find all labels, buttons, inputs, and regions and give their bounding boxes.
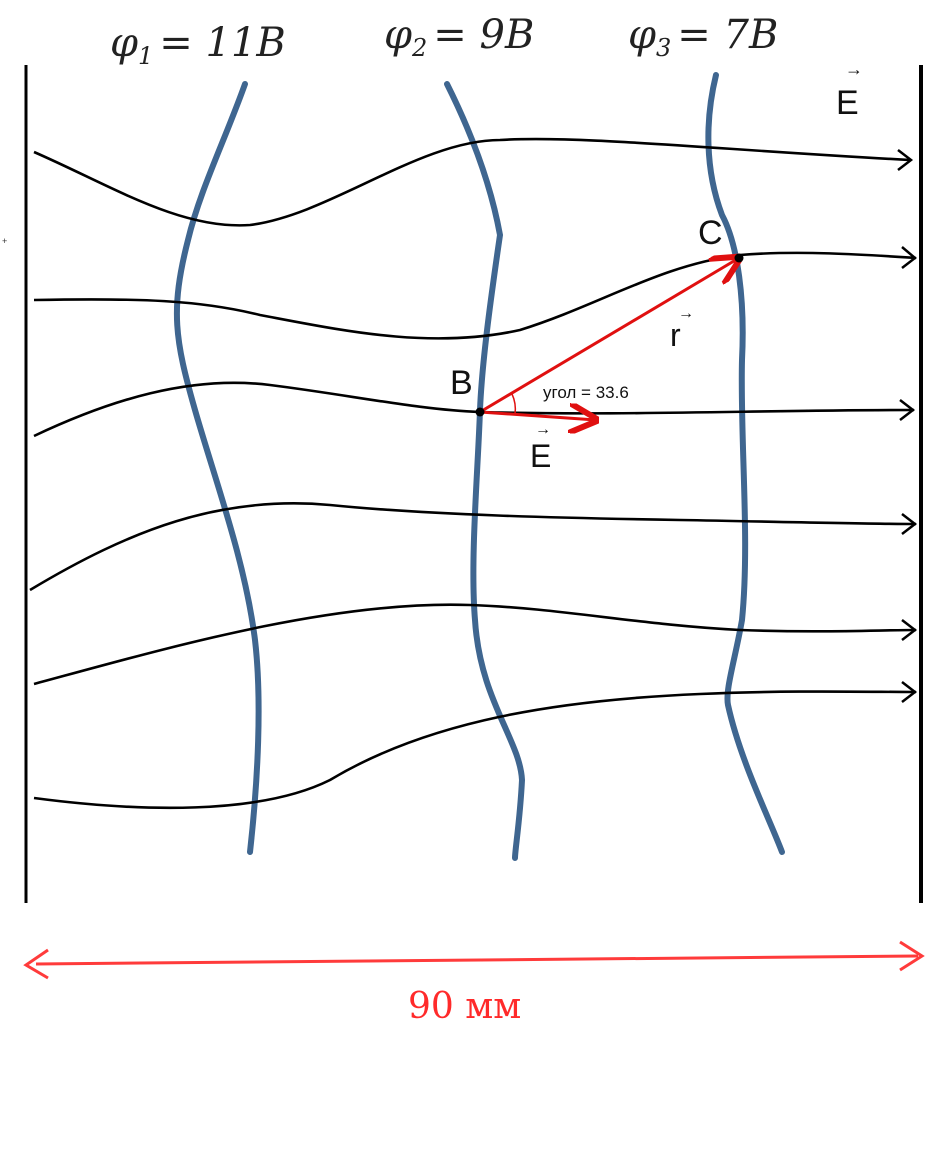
field-line-arrow-6 (901, 681, 918, 703)
vector-E (479, 412, 596, 420)
equipotential-line-1 (173, 81, 262, 855)
point-B-label: B (450, 364, 473, 402)
field-line-5 (33, 603, 917, 686)
field-line-6 (33, 690, 917, 810)
field-vector-label-top: → E (836, 59, 863, 122)
dimension-label: 90 мм (408, 986, 521, 1027)
field-line-arrow-5 (901, 619, 918, 641)
point-C-label: C (698, 214, 723, 252)
potential-label-3: φ3 = 7B (628, 12, 778, 62)
field-line-arrow-2 (901, 246, 917, 269)
svg-text:E: E (530, 438, 551, 474)
point-B (475, 407, 485, 417)
equipotential-line-2 (444, 81, 526, 861)
vector-r-label: → r (670, 305, 694, 353)
dimension-arrow (35, 954, 919, 966)
field-line-arrow-1 (897, 149, 914, 171)
angle-label: угол = 33.6 (543, 383, 629, 402)
angle-arc (511, 393, 517, 415)
field-line-1 (33, 137, 911, 227)
field-line-2 (33, 251, 917, 340)
field-line-3 (33, 381, 915, 438)
vector-r (479, 258, 739, 414)
point-C (734, 253, 744, 263)
vector-arrow-icon: → (845, 59, 863, 79)
vector-arrow-icon: → (535, 421, 551, 438)
dimension-arrowhead-right (899, 940, 925, 972)
field-line-arrow-4 (901, 513, 918, 535)
svg-text:r: r (670, 317, 681, 353)
field-line-arrow-3 (899, 399, 916, 421)
potential-label-2: φ2 = 9B (384, 12, 534, 62)
dimension-arrowhead-left (23, 948, 49, 980)
field-line-4 (29, 502, 917, 592)
vector-arrow-icon: → (678, 305, 694, 322)
vector-E-label: → E (530, 421, 551, 474)
equipotential-line-3 (705, 72, 785, 855)
svg-text:E: E (836, 84, 859, 122)
potential-label-1: φ1 = 11B (110, 20, 286, 70)
small-mark: + (2, 236, 7, 246)
